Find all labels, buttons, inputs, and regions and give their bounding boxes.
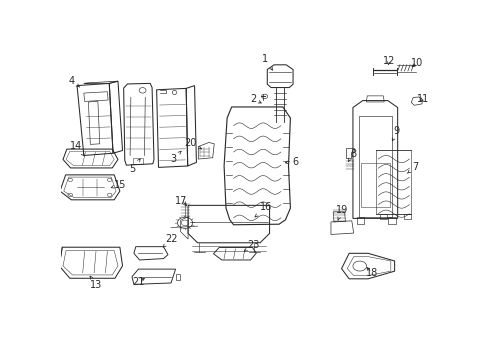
Text: 20: 20 [183,138,201,149]
Text: 8: 8 [347,149,356,161]
Text: 13: 13 [90,276,102,290]
Text: 12: 12 [382,56,394,66]
Text: 7: 7 [407,162,418,173]
Text: 16: 16 [254,202,271,217]
Text: 3: 3 [169,151,181,164]
Text: 14: 14 [70,141,84,156]
Text: 10: 10 [410,58,423,68]
Text: 9: 9 [391,126,399,141]
Text: 15: 15 [111,180,126,190]
Text: 18: 18 [365,267,377,278]
Text: 2: 2 [250,94,261,104]
Text: 6: 6 [285,157,298,167]
Text: 5: 5 [129,159,140,174]
Text: 22: 22 [163,234,177,247]
Text: 21: 21 [132,276,145,287]
Text: 4: 4 [68,76,80,87]
Text: 19: 19 [336,204,348,220]
Text: 17: 17 [175,195,187,206]
Text: 23: 23 [244,240,259,251]
Text: 11: 11 [416,94,428,104]
Text: 1: 1 [262,54,272,70]
